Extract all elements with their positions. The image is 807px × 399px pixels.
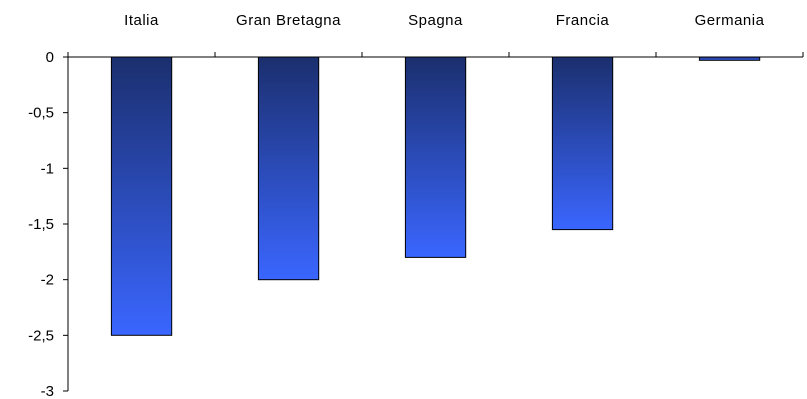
y-tick-label: -1 [41,160,54,177]
y-tick-label: -3 [41,383,54,399]
axes-group [63,52,804,392]
category-label: Francia [556,12,610,29]
bar-francia [551,56,614,231]
category-label: Germania [695,12,765,29]
category-label: Spagna [408,12,463,29]
y-tick-label: -2,5 [28,327,54,344]
bar-italia [110,56,173,336]
y-tick-label: -1,5 [28,216,54,233]
y-tick-label: -0,5 [28,105,54,122]
y-tick-label: 0 [46,49,54,66]
bar-spagna [404,56,467,258]
category-label: Gran Bretagna [236,12,341,29]
y-tick-label: -2 [41,272,54,289]
category-label: Italia [124,12,159,29]
bars-group [110,56,761,336]
labels-group: 0 -0,5 -1 -1,5 -2 -2,5 -3 Italia Gran Bretagna Sp… [28,12,764,399]
bar-gran-bretagna [257,56,320,281]
